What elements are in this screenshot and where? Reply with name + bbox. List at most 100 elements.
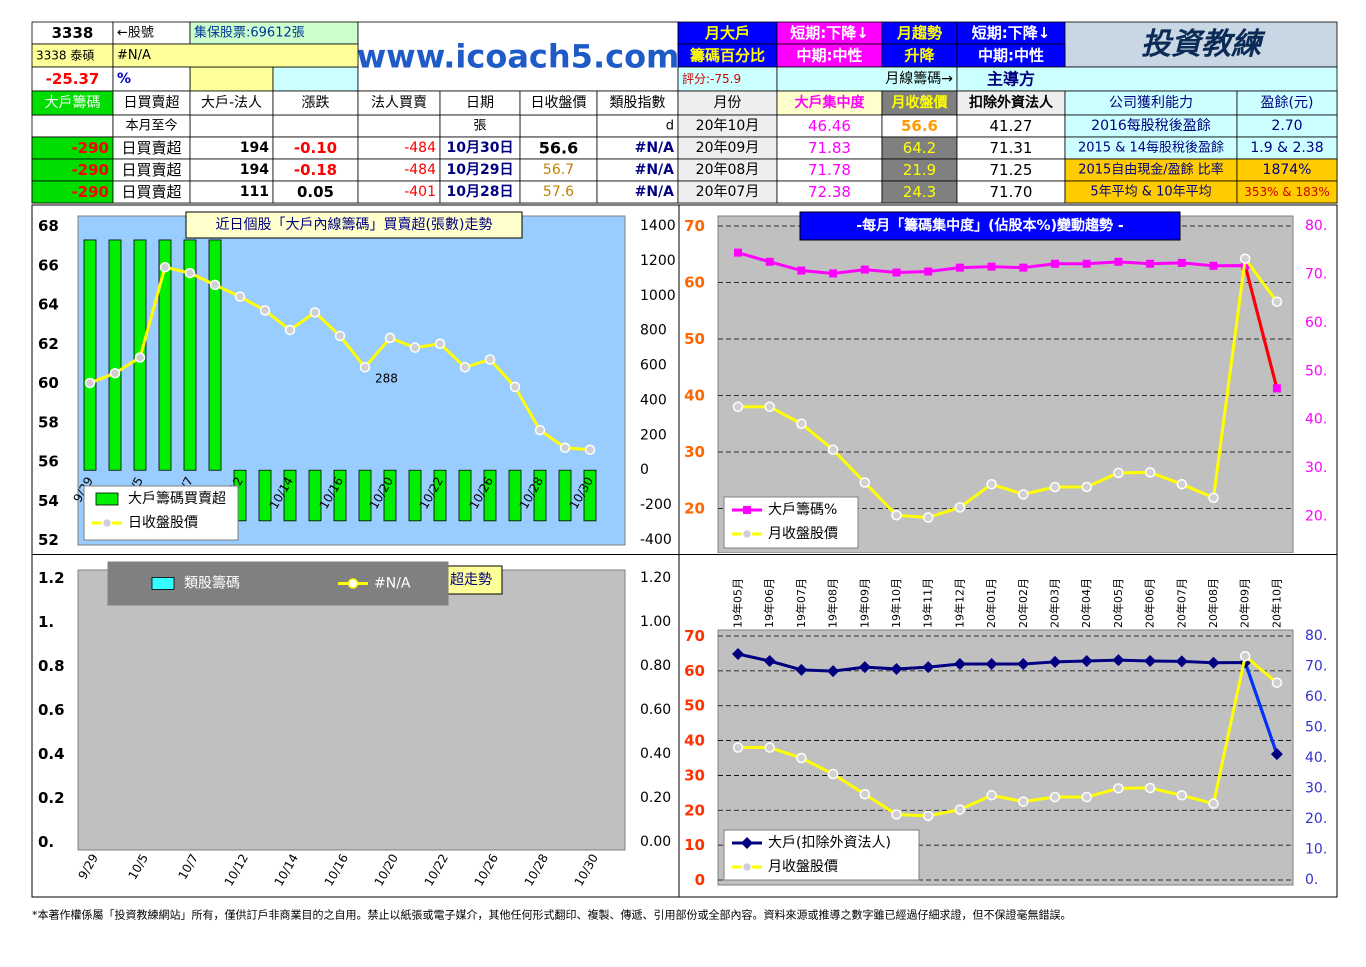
line-marker bbox=[1113, 467, 1124, 479]
y-tick-label: 66 bbox=[38, 256, 59, 274]
line-marker bbox=[1080, 655, 1093, 668]
cell-text: 20年07月 bbox=[696, 184, 760, 200]
cell-text: 投資教練 bbox=[1141, 27, 1266, 62]
x-tick-label: 19年07月 bbox=[794, 578, 808, 628]
legend-marker bbox=[741, 528, 753, 540]
line-marker bbox=[765, 257, 774, 266]
table-cell bbox=[272, 66, 359, 92]
data-annotation: 288 bbox=[375, 371, 398, 385]
bar bbox=[583, 469, 597, 522]
cell-text: 升降 bbox=[904, 47, 935, 65]
y2-tick-label: -400 bbox=[640, 532, 672, 548]
cell-text: 24.3 bbox=[903, 183, 936, 201]
table-cell bbox=[1236, 180, 1338, 204]
line-marker bbox=[954, 502, 966, 513]
line-marker bbox=[159, 261, 171, 273]
cell-text: 20年08月 bbox=[696, 162, 760, 178]
y-tick-label: 60 bbox=[38, 374, 59, 392]
line-marker bbox=[1113, 783, 1124, 794]
line-marker bbox=[1176, 478, 1188, 490]
line-marker bbox=[922, 661, 935, 674]
bar bbox=[333, 469, 347, 522]
line-marker bbox=[859, 477, 871, 488]
y-tick-label: 20 bbox=[684, 801, 705, 819]
y-tick-label: 1. bbox=[38, 613, 54, 631]
line-marker bbox=[459, 362, 471, 373]
line-marker bbox=[890, 662, 903, 675]
line-marker bbox=[1112, 654, 1125, 667]
cell-text: 10月28日 bbox=[447, 184, 514, 200]
cell-text: 1874% bbox=[1263, 162, 1312, 178]
y-tick-label: 40 bbox=[684, 732, 705, 750]
line-marker bbox=[1207, 656, 1220, 669]
legend-swatch bbox=[151, 577, 175, 590]
table-cell bbox=[272, 114, 359, 138]
cell-text: 大戶籌碼 bbox=[45, 95, 101, 111]
line-marker bbox=[953, 658, 966, 671]
line-marker bbox=[1144, 655, 1157, 668]
line-marker bbox=[1018, 796, 1029, 807]
line-marker bbox=[1144, 782, 1156, 794]
line-marker bbox=[924, 267, 933, 276]
y-tick-label: 54 bbox=[38, 492, 59, 510]
cell-text: 0.05 bbox=[297, 183, 334, 201]
cell-text: 張 bbox=[473, 119, 486, 134]
line-marker bbox=[1272, 384, 1281, 393]
table-cell bbox=[357, 114, 441, 138]
cell-text: ←股號 bbox=[117, 26, 154, 41]
chart: 0 10 20 30 40 50 60 70 0. 10. 20. 30. 40. 50. 60. 70. 80… bbox=[684, 578, 1327, 889]
line-marker bbox=[1082, 259, 1091, 268]
cell-text: 大戶-法人 bbox=[201, 95, 262, 111]
line-marker bbox=[584, 444, 596, 455]
line-marker bbox=[986, 478, 997, 490]
line-marker bbox=[985, 658, 998, 671]
x-tick-label: 19年06月 bbox=[762, 578, 776, 628]
y2-tick-label: 600 bbox=[640, 358, 667, 374]
table-cell bbox=[677, 66, 778, 92]
line-marker bbox=[484, 354, 496, 365]
line-marker bbox=[509, 381, 521, 393]
cell-text: 71.83 bbox=[808, 139, 851, 157]
cell-text: 64.2 bbox=[903, 139, 936, 157]
cell-text: 主導方 bbox=[987, 70, 1035, 89]
line-marker bbox=[84, 377, 96, 389]
y2-tick-label: 20. bbox=[1305, 509, 1327, 525]
cell-text: #N/A bbox=[117, 48, 151, 63]
cell-text: #N/A bbox=[635, 162, 675, 178]
line-marker bbox=[1049, 655, 1061, 668]
line-marker bbox=[797, 266, 806, 275]
bar bbox=[533, 469, 547, 522]
bar bbox=[433, 469, 447, 522]
x-tick-label: 20年05月 bbox=[1111, 578, 1125, 628]
table-cell bbox=[956, 90, 1066, 116]
cell-text: 月線籌碼→ bbox=[885, 71, 953, 87]
line-marker bbox=[764, 742, 775, 753]
legend-marker bbox=[741, 837, 753, 849]
y2-tick-label: 0.60 bbox=[640, 702, 671, 718]
line-marker bbox=[922, 810, 934, 822]
bar bbox=[83, 239, 97, 471]
cell-text: 日買賣超 bbox=[121, 139, 181, 157]
table-cell bbox=[596, 90, 679, 116]
bar bbox=[108, 239, 122, 471]
cell-text: 20年10月 bbox=[696, 118, 760, 134]
bar bbox=[158, 239, 172, 471]
x-tick-label: 19年12月 bbox=[952, 578, 966, 628]
line-marker bbox=[796, 752, 807, 764]
bar bbox=[383, 469, 397, 522]
chart-title-box bbox=[799, 211, 1181, 241]
x-tick-label: 20年08月 bbox=[1206, 578, 1220, 628]
cell-text: 扣除外資法人 bbox=[969, 94, 1054, 111]
cell-text: 5年平均 & 10年平均 bbox=[1090, 185, 1211, 200]
cell-text: 月趨勢 bbox=[896, 24, 942, 42]
y-tick-label: 30 bbox=[684, 443, 705, 461]
bar bbox=[408, 469, 422, 522]
line-marker bbox=[764, 401, 775, 413]
y-tick-label: 60 bbox=[684, 662, 705, 680]
y2-tick-label: 0.80 bbox=[640, 658, 671, 674]
cell-text: 日收盤價 bbox=[531, 94, 587, 111]
table-cell bbox=[956, 66, 1338, 92]
cell-text: 56.7 bbox=[543, 162, 574, 178]
cell-text: 盈餘(元) bbox=[1261, 94, 1314, 111]
